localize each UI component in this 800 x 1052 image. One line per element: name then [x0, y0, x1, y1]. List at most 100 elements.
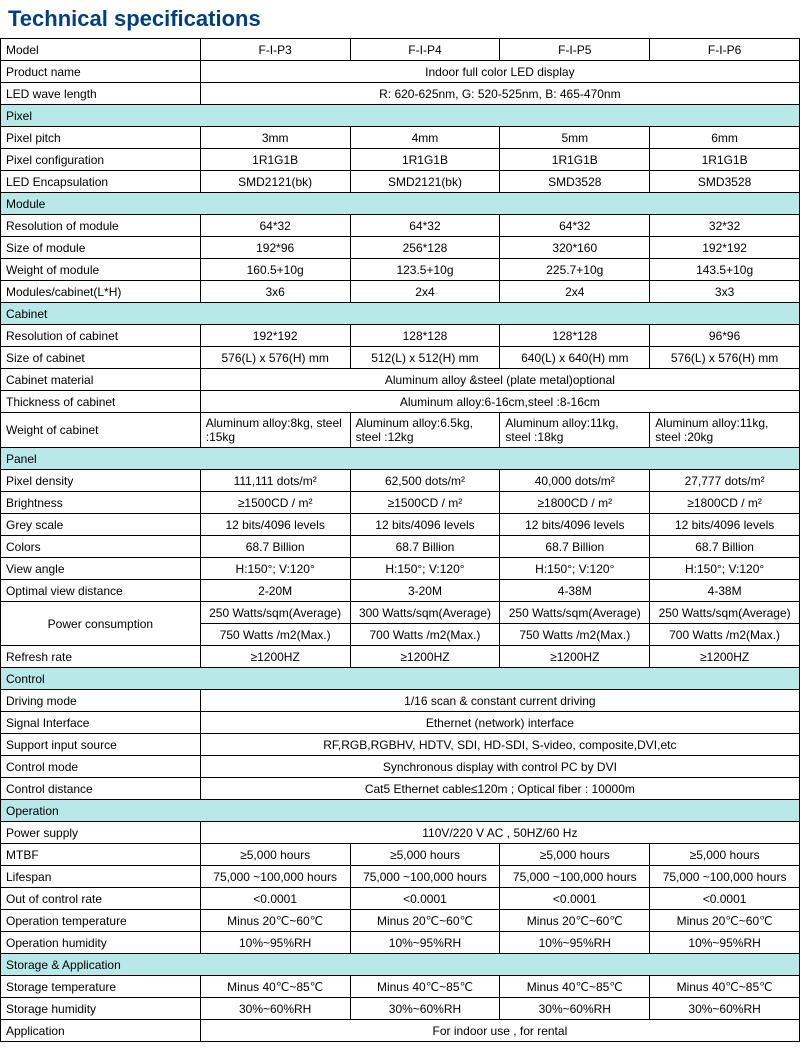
cell: Aluminum alloy:6-16cm,steel :8-16cm	[200, 391, 799, 413]
cell: ≥5,000 hours	[200, 844, 350, 866]
section-operation: Operation	[1, 800, 800, 822]
label: Power consumption	[1, 602, 201, 646]
cell: RF,RGB,RGBHV, HDTV, SDI, HD-SDI, S-video…	[200, 734, 799, 756]
cell: 12 bits/4096 levels	[500, 514, 650, 536]
cell: 250 Watts/sqm(Average)	[500, 602, 650, 624]
cell: 128*128	[500, 325, 650, 347]
cell: 2-20M	[200, 580, 350, 602]
cell: Minus 20℃~60℃	[500, 910, 650, 932]
cell: 10%~95%RH	[500, 932, 650, 954]
table-row: Operation temperatureMinus 20℃~60℃Minus …	[1, 910, 800, 932]
cell: 68.7 Billion	[200, 536, 350, 558]
table-row: Refresh rate≥1200HZ≥1200HZ≥1200HZ≥1200HZ	[1, 646, 800, 668]
label: Power supply	[1, 822, 201, 844]
cell: 250 Watts/sqm(Average)	[650, 602, 800, 624]
cell: 10%~95%RH	[200, 932, 350, 954]
label: Thickness of cabinet	[1, 391, 201, 413]
label: Storage humidity	[1, 998, 201, 1020]
cell: F-I-P3	[200, 39, 350, 61]
cell: 750 Watts /m2(Max.)	[200, 624, 350, 646]
spec-table: ModelF-I-P3F-I-P4F-I-P5F-I-P6 Product na…	[0, 38, 800, 1042]
cell: 750 Watts /m2(Max.)	[500, 624, 650, 646]
table-row: Modules/cabinet(L*H)3x62x42x43x3	[1, 281, 800, 303]
cell: H:150°; V:120°	[500, 558, 650, 580]
cell: R: 620-625nm, G: 520-525nm, B: 465-470nm	[200, 83, 799, 105]
section-header: Cabinet	[1, 303, 800, 325]
cell: ≥5,000 hours	[350, 844, 500, 866]
label: Application	[1, 1020, 201, 1042]
table-row: Storage humidity30%~60%RH30%~60%RH30%~60…	[1, 998, 800, 1020]
table-row: ModelF-I-P3F-I-P4F-I-P5F-I-P6	[1, 39, 800, 61]
cell: 32*32	[650, 215, 800, 237]
table-row: Resolution of cabinet192*192128*128128*1…	[1, 325, 800, 347]
table-row: View angleH:150°; V:120°H:150°; V:120°H:…	[1, 558, 800, 580]
cell: ≥1200HZ	[200, 646, 350, 668]
cell: 320*160	[500, 237, 650, 259]
cell: 68.7 Billion	[350, 536, 500, 558]
cell: 68.7 Billion	[500, 536, 650, 558]
table-row: Brightness≥1500CD / m²≥1500CD / m²≥1800C…	[1, 492, 800, 514]
cell: 64*32	[200, 215, 350, 237]
cell: 192*192	[200, 325, 350, 347]
cell: 3x6	[200, 281, 350, 303]
cell: Ethernet (network) interface	[200, 712, 799, 734]
label: Refresh rate	[1, 646, 201, 668]
section-header: Module	[1, 193, 800, 215]
cell: 30%~60%RH	[500, 998, 650, 1020]
cell: 3-20M	[350, 580, 500, 602]
section-header: Operation	[1, 800, 800, 822]
label: Signal Interface	[1, 712, 201, 734]
cell: 576(L) x 576(H) mm	[650, 347, 800, 369]
cell: 30%~60%RH	[200, 998, 350, 1020]
section-module: Module	[1, 193, 800, 215]
table-row: Control modeSynchronous display with con…	[1, 756, 800, 778]
table-row: Control distanceCat5 Ethernet cable≤120m…	[1, 778, 800, 800]
cell: 512(L) x 512(H) mm	[350, 347, 500, 369]
cell: 40,000 dots/m²	[500, 470, 650, 492]
label: Product name	[1, 61, 201, 83]
cell: 96*96	[650, 325, 800, 347]
cell: Aluminum alloy:11kg, steel :18kg	[500, 413, 650, 448]
table-row: Pixel pitch3mm4mm5mm6mm	[1, 127, 800, 149]
label: Storage temperature	[1, 976, 201, 998]
cell: 4-38M	[650, 580, 800, 602]
label: View angle	[1, 558, 201, 580]
label: Colors	[1, 536, 201, 558]
cell: 75,000 ~100,000 hours	[350, 866, 500, 888]
cell: 2x4	[350, 281, 500, 303]
cell: 30%~60%RH	[350, 998, 500, 1020]
label: Grey scale	[1, 514, 201, 536]
cell: 111,111 dots/m²	[200, 470, 350, 492]
label: Resolution of cabinet	[1, 325, 201, 347]
cell: 1/16 scan & constant current driving	[200, 690, 799, 712]
section-storage: Storage & Application	[1, 954, 800, 976]
table-row: LED EncapsulationSMD2121(bk)SMD2121(bk)S…	[1, 171, 800, 193]
cell: 10%~95%RH	[650, 932, 800, 954]
label: Pixel density	[1, 470, 201, 492]
cell: 1R1G1B	[350, 149, 500, 171]
cell: 143.5+10g	[650, 259, 800, 281]
cell: 640(L) x 640(H) mm	[500, 347, 650, 369]
table-row: Thickness of cabinetAluminum alloy:6-16c…	[1, 391, 800, 413]
cell: 225.7+10g	[500, 259, 650, 281]
label-model: Model	[1, 39, 201, 61]
label: Operation temperature	[1, 910, 201, 932]
cell: 1R1G1B	[200, 149, 350, 171]
cell: F-I-P4	[350, 39, 500, 61]
cell: 75,000 ~100,000 hours	[200, 866, 350, 888]
cell: Minus 40℃~85℃	[200, 976, 350, 998]
table-row: Weight of module160.5+10g123.5+10g225.7+…	[1, 259, 800, 281]
cell: 12 bits/4096 levels	[200, 514, 350, 536]
label: Optimal view distance	[1, 580, 201, 602]
section-panel: Panel	[1, 448, 800, 470]
table-row: Weight of cabinetAluminum alloy:8kg, ste…	[1, 413, 800, 448]
cell: <0.0001	[200, 888, 350, 910]
cell: Indoor full color LED display	[200, 61, 799, 83]
section-header: Control	[1, 668, 800, 690]
cell: Aluminum alloy &steel (plate metal)optio…	[200, 369, 799, 391]
table-row: Power supply110V/220 V AC , 50HZ/60 Hz	[1, 822, 800, 844]
table-row: Out of control rate<0.0001<0.0001<0.0001…	[1, 888, 800, 910]
table-row: Pixel configuration1R1G1B1R1G1B1R1G1B1R1…	[1, 149, 800, 171]
cell: 1R1G1B	[650, 149, 800, 171]
cell: Minus 40℃~85℃	[500, 976, 650, 998]
